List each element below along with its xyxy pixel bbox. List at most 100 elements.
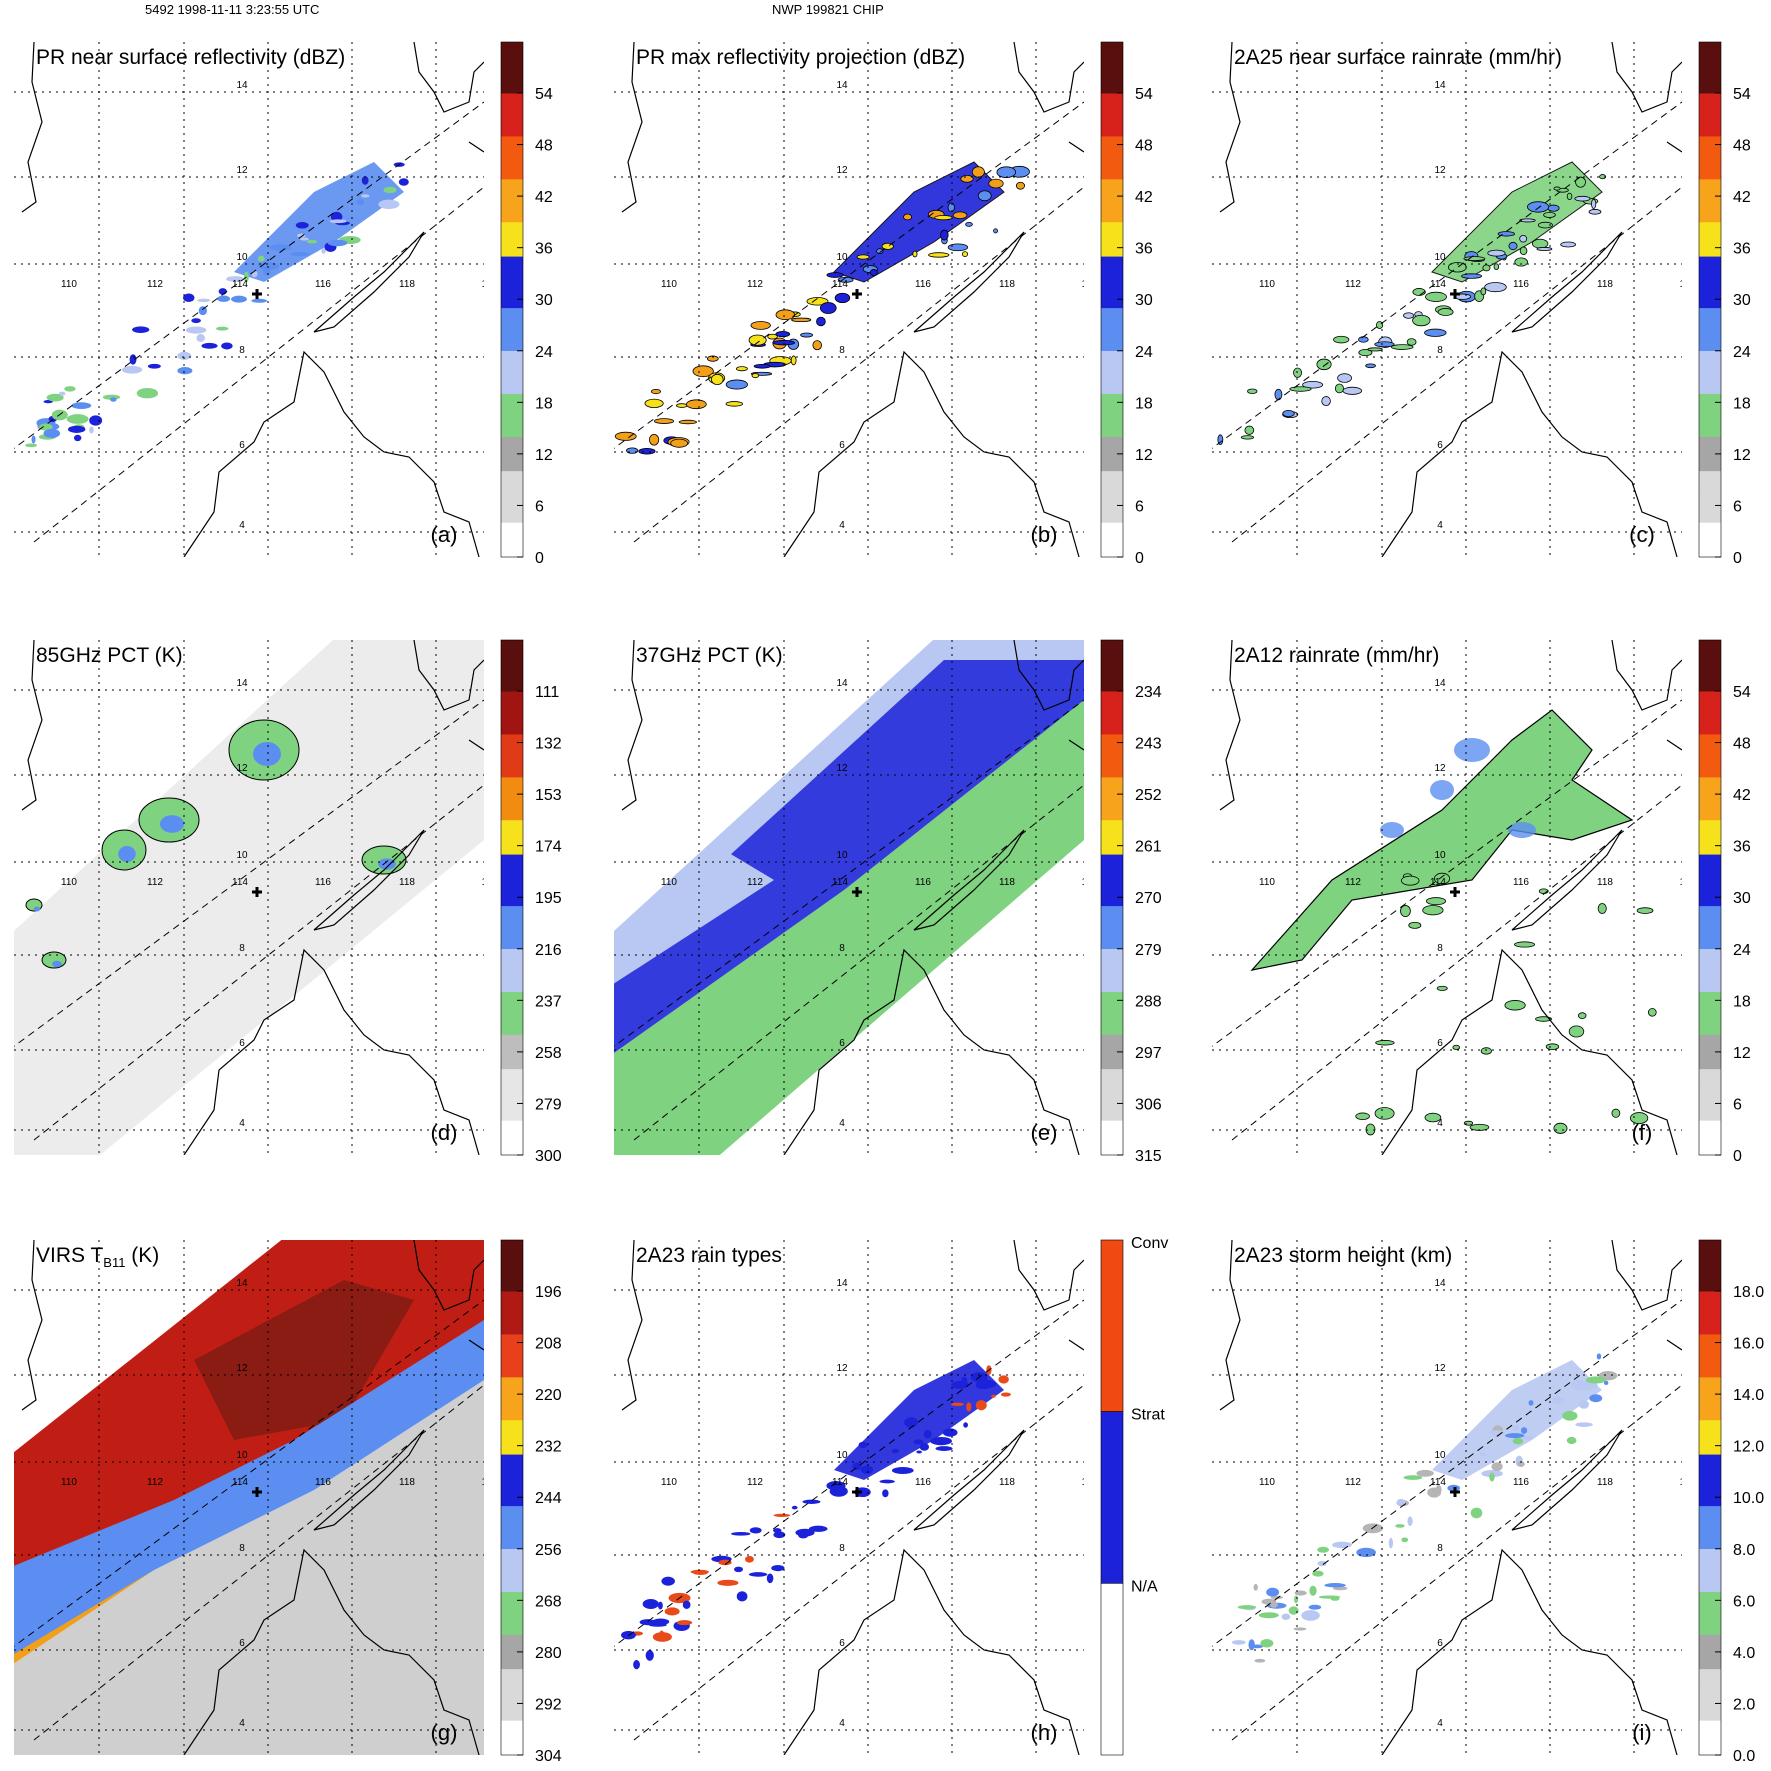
colorbar-step-d-28 bbox=[501, 880, 523, 890]
lon-label-c-118: 118 bbox=[1597, 279, 1613, 290]
colorbar-label-d-279: 279 bbox=[535, 1096, 562, 1113]
colorbar-step-g-51 bbox=[501, 1677, 523, 1687]
colorbar-label-i-10.0: 10.0 bbox=[1733, 1490, 1764, 1507]
colorbar-step-c-0 bbox=[1699, 42, 1721, 52]
echo-cell-a-9 bbox=[183, 293, 195, 302]
colorbar-step-e-55 bbox=[1101, 1112, 1123, 1122]
echo-cell-a-51 bbox=[177, 367, 193, 375]
echo-cell-a-47 bbox=[67, 425, 86, 433]
colorbar-step-d-27 bbox=[501, 871, 523, 881]
colorbar-step-a-3 bbox=[501, 67, 523, 77]
coast-west-c bbox=[1219, 42, 1241, 213]
coast-west-b bbox=[621, 42, 643, 213]
lat-label-h-4: 4 bbox=[839, 1718, 845, 1729]
echo-cell-h-4 bbox=[919, 1443, 930, 1451]
lat-label-e-6: 6 bbox=[839, 1038, 845, 1049]
colorbar-step-g-36 bbox=[501, 1549, 523, 1559]
colorbar-step-e-6 bbox=[1101, 691, 1123, 701]
panel-label-d: (d) bbox=[431, 1120, 458, 1145]
echo-cell-c-21 bbox=[1566, 192, 1573, 200]
echo-cell-i-55 bbox=[1308, 1604, 1322, 1610]
echo-cell-h-53 bbox=[657, 1601, 663, 1610]
colorbar-step-g-33 bbox=[501, 1523, 523, 1533]
colorbar-step-f-40 bbox=[1699, 983, 1721, 993]
colorbar-step-c-22 bbox=[1699, 230, 1721, 240]
echo-cell-i-25 bbox=[1407, 1516, 1413, 1527]
rain-type-swatch-1 bbox=[1100, 1411, 1124, 1584]
echo-cell-a-17 bbox=[361, 176, 369, 185]
echo-cell-h-41 bbox=[916, 1450, 922, 1454]
colorbar-step-b-40 bbox=[1101, 385, 1123, 395]
colorbar-step-a-50 bbox=[501, 471, 523, 481]
colorbar-step-g-17 bbox=[501, 1385, 523, 1395]
colorbar-step-a-58 bbox=[501, 539, 523, 549]
colorbar-step-e-43 bbox=[1101, 1009, 1123, 1019]
colorbar-step-g-5 bbox=[501, 1282, 523, 1292]
rain-cell-f-21 bbox=[1400, 875, 1420, 886]
colorbar-step-f-29 bbox=[1699, 888, 1721, 898]
rain-core-f-0 bbox=[1454, 738, 1490, 762]
colorbar-step-i-40 bbox=[1699, 1583, 1721, 1593]
echo-cell-i-65 bbox=[1470, 1507, 1483, 1519]
echo-cell-b-44 bbox=[614, 431, 637, 441]
colorbar-step-a-57 bbox=[501, 531, 523, 541]
echo-cell-i-16 bbox=[1520, 1427, 1528, 1434]
map-area-e: 14 12 10 8 6 4 110 112 114 116 118 120 bbox=[614, 640, 1084, 1155]
lat-label-a-4: 4 bbox=[239, 520, 245, 531]
colorbar-step-d-59 bbox=[501, 1146, 523, 1156]
colorbar-step-f-41 bbox=[1699, 991, 1721, 1001]
colorbar-step-c-52 bbox=[1699, 488, 1721, 498]
echo-cell-b-67 bbox=[750, 321, 771, 330]
colorbar-step-e-7 bbox=[1101, 700, 1123, 710]
echo-cell-a-48 bbox=[257, 255, 265, 262]
colorbar-step-e-42 bbox=[1101, 1000, 1123, 1010]
lon-label-f-120: 120 bbox=[1680, 877, 1697, 888]
colorbar-step-b-6 bbox=[1101, 93, 1123, 103]
colorbar-step-b-10 bbox=[1101, 127, 1123, 137]
colorbar-step-g-11 bbox=[501, 1334, 523, 1344]
echo-cell-i-15 bbox=[1324, 1583, 1346, 1588]
colorbar-step-a-53 bbox=[501, 496, 523, 506]
echo-cell-a-13 bbox=[321, 248, 326, 254]
colorbar-step-i-34 bbox=[1699, 1531, 1721, 1541]
echo-cell-i-8 bbox=[1231, 1640, 1246, 1645]
coast-borneo-d bbox=[183, 948, 480, 1155]
colorbar-step-d-52 bbox=[501, 1086, 523, 1096]
colorbar-step-g-45 bbox=[501, 1626, 523, 1636]
map-area-g: 14 12 10 8 6 4 110 112 114 116 118 120 bbox=[14, 1240, 484, 1755]
colorbar-step-g-52 bbox=[501, 1686, 523, 1696]
colorbar-step-f-51 bbox=[1699, 1077, 1721, 1087]
colorbar-step-i-53 bbox=[1699, 1694, 1721, 1704]
colorbar-step-e-54 bbox=[1101, 1103, 1123, 1113]
lat-label-i-12: 12 bbox=[1434, 1363, 1446, 1374]
colorbar-step-f-8 bbox=[1699, 708, 1721, 718]
colorbar-step-g-4 bbox=[501, 1274, 523, 1284]
echo-cell-c-35 bbox=[1289, 386, 1312, 392]
lat-label-d-10: 10 bbox=[236, 850, 248, 861]
lon-label-e-112: 112 bbox=[747, 877, 763, 888]
echo-cell-a-42 bbox=[378, 199, 400, 210]
colorbar-step-e-16 bbox=[1101, 777, 1123, 787]
lon-label-i-116: 116 bbox=[1513, 1477, 1529, 1488]
lat-label-g-14: 14 bbox=[236, 1278, 248, 1289]
colorbar-step-i-48 bbox=[1699, 1652, 1721, 1662]
colorbar-step-b-8 bbox=[1101, 110, 1123, 120]
storm-center-marker-b bbox=[852, 289, 862, 299]
lon-label-e-114: 114 bbox=[832, 877, 848, 888]
colorbar-g: 196 208 220 232 244 256 268 280 292 304 bbox=[500, 1239, 562, 1765]
panel-title-f: 2A12 rainrate (mm/hr) bbox=[1234, 644, 1439, 667]
colorbar-step-c-28 bbox=[1699, 282, 1721, 292]
colorbar-step-c-45 bbox=[1699, 428, 1721, 438]
colorbar-step-i-15 bbox=[1699, 1368, 1721, 1378]
echo-cell-b-60 bbox=[644, 398, 664, 409]
colorbar-step-c-14 bbox=[1699, 162, 1721, 172]
echo-cell-b-64 bbox=[678, 419, 697, 425]
lat-label-b-8: 8 bbox=[839, 345, 845, 356]
colorbar-label-i-0.0: 0.0 bbox=[1733, 1748, 1755, 1765]
colorbar-step-g-21 bbox=[501, 1420, 523, 1430]
colorbar-step-i-16 bbox=[1699, 1377, 1721, 1387]
colorbar-step-f-44 bbox=[1699, 1017, 1721, 1027]
panel-title-i: 2A23 storm height (km) bbox=[1234, 1244, 1452, 1267]
colorbar-a: 54 48 42 36 30 24 18 12 6 0 bbox=[500, 41, 553, 567]
